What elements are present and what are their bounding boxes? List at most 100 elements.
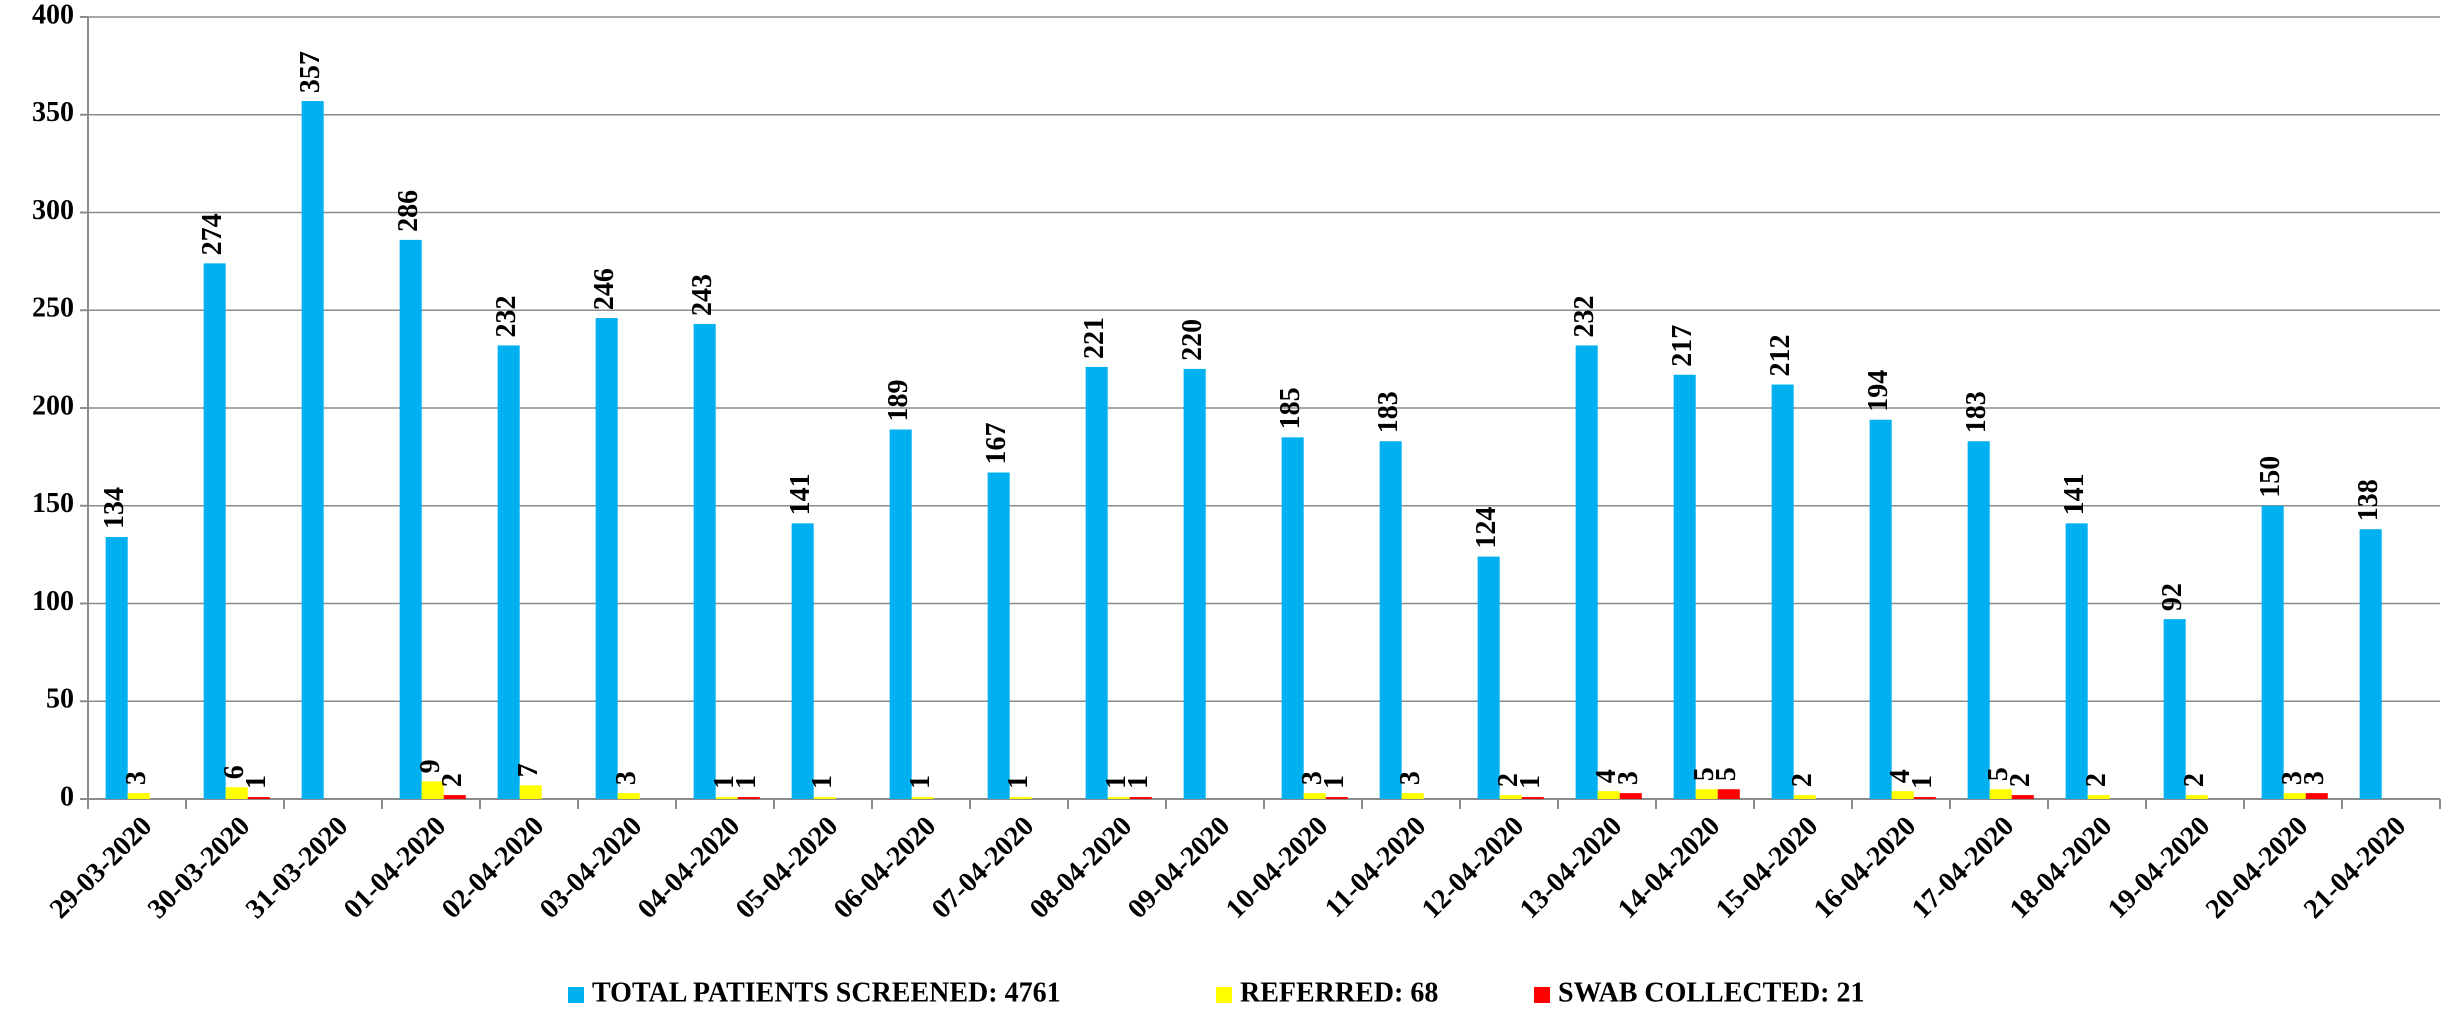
- x-tick-label: 19-04-2020: [2102, 811, 2216, 925]
- bar: [1281, 437, 1304, 799]
- bar: [1913, 797, 1936, 799]
- data-label: 3: [2277, 771, 2308, 785]
- data-label: 1: [1907, 775, 1938, 789]
- bar: [519, 785, 542, 799]
- x-tick-label: 04-04-2020: [632, 811, 746, 925]
- bar: [1303, 793, 1326, 799]
- bar: [715, 797, 738, 799]
- data-label: 194: [1863, 370, 1894, 412]
- bar: [203, 263, 226, 800]
- x-tick-label: 17-04-2020: [1906, 811, 2020, 925]
- bar: [791, 523, 814, 799]
- x-tick-label: 30-03-2020: [142, 811, 256, 925]
- x-tick-label: 16-04-2020: [1808, 811, 1922, 925]
- bar: [1597, 791, 1620, 799]
- y-tick-label: 400: [32, 0, 74, 30]
- x-tick-label: 09-04-2020: [1122, 811, 1236, 925]
- bar: [987, 472, 1010, 799]
- bar: [1129, 797, 1152, 799]
- data-label: 243: [687, 274, 718, 316]
- data-label: 286: [393, 190, 424, 232]
- bar: [105, 537, 128, 799]
- data-label: 212: [1765, 335, 1796, 377]
- x-tick-label: 10-04-2020: [1220, 811, 1334, 925]
- bar: [2087, 795, 2110, 799]
- legend-swatch: [1216, 987, 1232, 1003]
- data-label: 183: [1373, 391, 1404, 433]
- y-tick-label: 150: [32, 488, 74, 519]
- bar: [1619, 793, 1642, 799]
- data-label: 4: [1885, 769, 1916, 783]
- data-label: 3: [611, 771, 642, 785]
- data-label: 185: [1275, 387, 1306, 429]
- bar: [1107, 797, 1130, 799]
- data-label: 7: [513, 763, 544, 777]
- data-label: 1: [709, 775, 740, 789]
- data-label: 3: [1297, 771, 1328, 785]
- legend-swatch: [1534, 987, 1550, 1003]
- data-label: 134: [99, 487, 130, 529]
- bar: [1477, 556, 1500, 799]
- data-label: 3: [1395, 771, 1426, 785]
- y-tick-label: 350: [32, 97, 74, 128]
- data-label: 246: [589, 268, 620, 310]
- bar: [737, 797, 760, 799]
- bar: [1325, 797, 1348, 799]
- bar: [1009, 797, 1032, 799]
- data-label: 2: [2005, 773, 2036, 787]
- data-label: 1: [1515, 775, 1546, 789]
- data-label: 2: [2081, 773, 2112, 787]
- data-label: 3: [1613, 771, 1644, 785]
- data-label: 232: [1569, 295, 1600, 337]
- x-tick-label: 21-04-2020: [2298, 811, 2412, 925]
- x-tick-label: 08-04-2020: [1024, 811, 1138, 925]
- bar: [1989, 789, 2012, 799]
- data-label: 274: [197, 213, 228, 255]
- data-label: 2: [2179, 773, 2210, 787]
- bar: [1793, 795, 1816, 799]
- data-label: 141: [785, 473, 816, 515]
- y-tick-label: 50: [46, 684, 74, 715]
- legend-swatch: [568, 987, 584, 1003]
- bar: [1401, 793, 1424, 799]
- x-tick-label: 11-04-2020: [1319, 811, 1432, 924]
- data-label: 1: [1101, 775, 1132, 789]
- bar: [497, 345, 520, 799]
- data-label: 4: [1591, 769, 1622, 783]
- x-tick-label: 29-03-2020: [44, 811, 158, 925]
- x-tick-label: 05-04-2020: [730, 811, 844, 925]
- y-tick-label: 200: [32, 390, 74, 421]
- x-tick-label: 07-04-2020: [926, 811, 1040, 925]
- y-tick-label: 300: [32, 195, 74, 226]
- bar: [617, 793, 640, 799]
- data-label: 1: [1123, 775, 1154, 789]
- data-label: 138: [2353, 479, 2384, 521]
- x-tick-label: 03-04-2020: [534, 811, 648, 925]
- x-tick-label: 20-04-2020: [2200, 811, 2314, 925]
- data-label: 124: [1471, 507, 1502, 549]
- data-label: 92: [2157, 583, 2188, 611]
- bar: [911, 797, 934, 799]
- data-label: 6: [219, 765, 250, 779]
- data-label: 3: [121, 771, 152, 785]
- data-label: 189: [883, 380, 914, 422]
- data-label: 1: [731, 775, 762, 789]
- bar: [225, 787, 248, 799]
- bar: [813, 797, 836, 799]
- data-label: 2: [1493, 773, 1524, 787]
- y-tick-label: 0: [60, 781, 74, 812]
- bar: [1695, 789, 1718, 799]
- bar: [1869, 419, 1892, 799]
- bar: [1379, 441, 1402, 799]
- data-label: 150: [2255, 456, 2286, 498]
- data-label: 1: [241, 775, 272, 789]
- x-tick-label: 13-04-2020: [1514, 811, 1628, 925]
- x-tick-label: 02-04-2020: [436, 811, 550, 925]
- bar: [2163, 619, 2186, 799]
- bar: [1967, 441, 1990, 799]
- bar: [399, 239, 422, 799]
- legend-label: SWAB COLLECTED: 21: [1558, 977, 1865, 1008]
- data-label: 5: [1689, 767, 1720, 781]
- bar: [1183, 368, 1206, 799]
- data-label: 1: [1319, 775, 1350, 789]
